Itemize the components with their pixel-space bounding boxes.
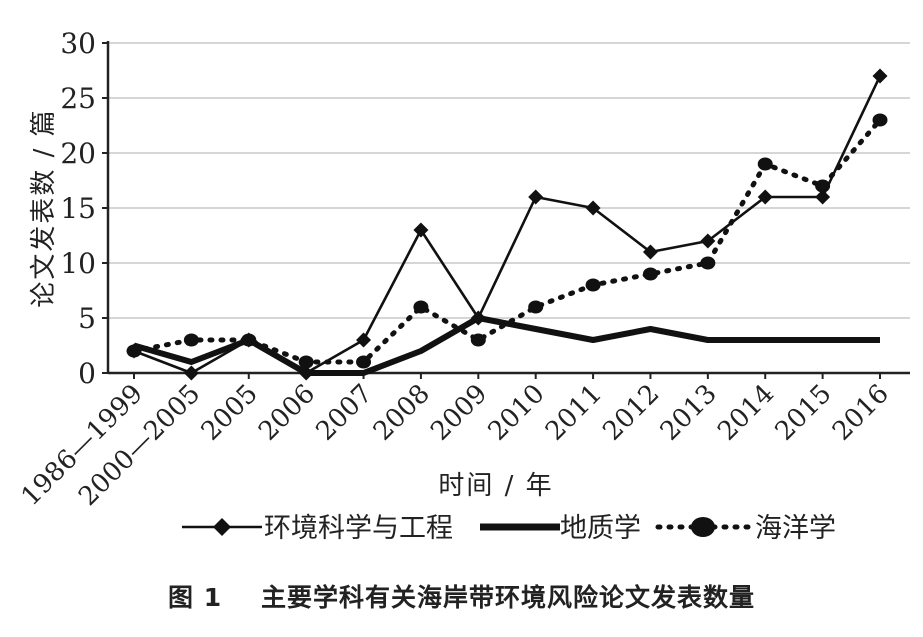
legend: 环境科学与工程 地质学 海洋学 bbox=[182, 513, 836, 544]
data-point-diamond bbox=[585, 200, 601, 216]
x-tick-label: 2015 bbox=[770, 379, 838, 447]
data-point-diamond bbox=[183, 365, 199, 381]
y-tick-label: 0 bbox=[78, 357, 96, 390]
series-line-1 bbox=[133, 315, 880, 376]
legend-label-2: 海洋学 bbox=[755, 513, 836, 544]
x-tick-label: 2013 bbox=[655, 379, 723, 447]
data-point-circle bbox=[241, 333, 257, 347]
axes bbox=[102, 41, 910, 379]
series-line-0 bbox=[133, 75, 882, 375]
data-point-circle bbox=[585, 278, 601, 292]
figure-caption: 图 1 主要学科有关海岸带环境风险论文发表数量 bbox=[168, 583, 755, 612]
y-tick-label: 30 bbox=[60, 27, 96, 60]
y-tick-label: 5 bbox=[78, 302, 96, 335]
data-point-circle bbox=[700, 256, 716, 270]
legend-label-1: 地质学 bbox=[560, 513, 641, 544]
series-markers bbox=[126, 68, 888, 381]
data-point-circle bbox=[872, 113, 888, 127]
legend-swatch-diamond bbox=[213, 518, 231, 536]
data-point-diamond bbox=[298, 365, 314, 381]
data-point-diamond bbox=[470, 310, 486, 326]
x-tick-label: 2008 bbox=[368, 379, 436, 447]
x-tick-label: 2005 bbox=[196, 379, 264, 447]
x-tick-label: 2009 bbox=[425, 379, 493, 447]
data-point-circle bbox=[413, 300, 429, 314]
data-point-circle bbox=[528, 300, 544, 314]
data-point-circle bbox=[126, 344, 142, 358]
x-tick-label: 2012 bbox=[597, 379, 665, 447]
y-tick-label: 10 bbox=[60, 247, 96, 280]
legend-label-0: 环境科学与工程 bbox=[264, 513, 453, 544]
data-point-circle bbox=[757, 157, 773, 171]
grid-lines bbox=[108, 42, 910, 319]
legend-swatch-circle bbox=[691, 517, 715, 537]
x-tick-label: 2007 bbox=[310, 379, 378, 447]
data-point-diamond bbox=[642, 244, 658, 260]
x-tick-label: 2006 bbox=[253, 379, 321, 447]
data-point-circle bbox=[642, 267, 658, 281]
data-point-diamond bbox=[528, 189, 544, 205]
x-tick-label: 2010 bbox=[483, 379, 551, 447]
x-axis-label: 时间 / 年 bbox=[438, 471, 553, 501]
data-point-circle bbox=[815, 179, 831, 193]
data-point-circle bbox=[298, 355, 314, 369]
data-point-diamond bbox=[356, 332, 372, 348]
data-point-diamond bbox=[757, 189, 773, 205]
y-tick-label: 25 bbox=[60, 82, 96, 115]
x-tick-label: 2011 bbox=[540, 379, 608, 447]
data-point-diamond bbox=[872, 68, 888, 84]
data-point-circle bbox=[470, 333, 486, 347]
y-axis-label: 论文发表数 / 篇 bbox=[29, 108, 59, 307]
x-tick-label: 2014 bbox=[712, 379, 780, 447]
series-lines bbox=[131, 75, 883, 376]
data-point-diamond bbox=[700, 233, 716, 249]
data-point-diamond bbox=[815, 189, 831, 205]
data-point-circle bbox=[183, 333, 199, 347]
y-tick-label: 20 bbox=[60, 137, 96, 170]
data-point-circle bbox=[356, 355, 372, 369]
x-tick-label: 2016 bbox=[827, 379, 895, 447]
y-tick-label: 15 bbox=[60, 192, 96, 225]
data-point-diamond bbox=[413, 222, 429, 238]
y-tick-labels: 0 5 10 15 20 25 30 bbox=[60, 27, 96, 390]
